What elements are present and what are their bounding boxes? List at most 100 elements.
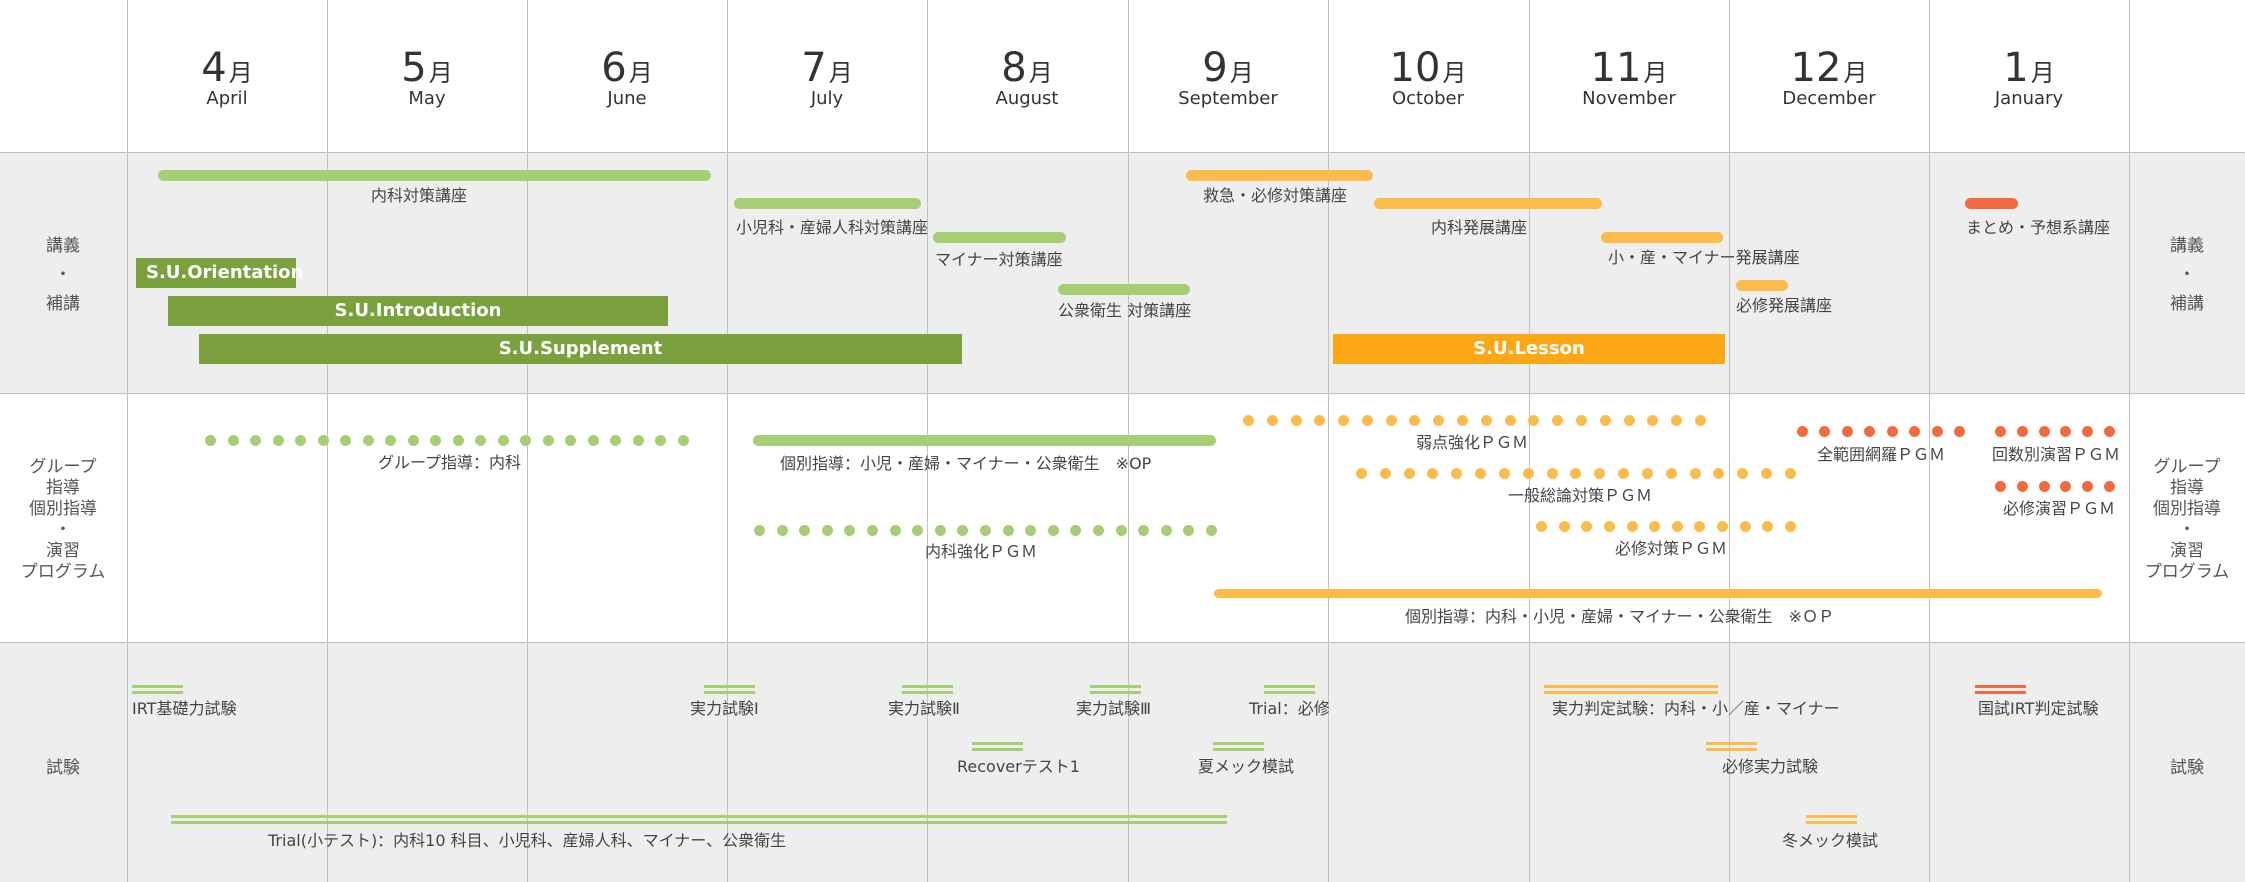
program-dot [1739, 521, 1751, 532]
program-dot [979, 525, 991, 536]
program-dot [1841, 426, 1853, 437]
month-english: October [1391, 88, 1465, 109]
mark-jitsuryoku-2 [902, 685, 953, 694]
program-dot [317, 435, 329, 446]
program-dot [1070, 525, 1082, 536]
program-dot [2038, 426, 2050, 437]
program-dot [1025, 525, 1037, 536]
bar-kyukyu [1186, 170, 1373, 181]
program-dot [340, 435, 352, 446]
program-dot [1546, 468, 1558, 479]
label-ippan-souron: 一般総論対策ＰＧＭ [1508, 486, 1653, 505]
month-september: 9月 September [1128, 48, 1328, 110]
row-label-line: 試験 [46, 758, 80, 778]
program-dot [1403, 468, 1415, 479]
program-dot [250, 435, 262, 446]
mark-natsu-mec [1213, 742, 1264, 751]
label-sho-san-minor: 小・産・マイナー発展講座 [1608, 248, 1800, 267]
program-dot [1115, 525, 1127, 536]
program-dot [272, 435, 284, 446]
label-jitsuryoku-1: 実力試験Ⅰ [690, 699, 759, 718]
month-october: 10月 October [1328, 48, 1528, 110]
program-dot [1243, 415, 1254, 426]
program-dot [1409, 415, 1421, 426]
program-dot [542, 435, 554, 446]
program-dot [889, 525, 901, 536]
program-dot [1092, 525, 1104, 536]
dots-naika-kyouka [754, 525, 1217, 536]
program-dot [565, 435, 577, 446]
month-english: December [1782, 88, 1876, 109]
label-shouni-sanfu: 小児科・産婦人科対策講座 [736, 218, 929, 237]
label-fuyu-mec: 冬メック模試 [1782, 831, 1879, 850]
program-dot [754, 525, 765, 536]
program-dot [677, 435, 689, 446]
label-natsu-mec: 夏メック模試 [1198, 757, 1295, 776]
program-dot [1599, 415, 1611, 426]
program-dot [587, 435, 599, 446]
program-dot [1665, 468, 1677, 479]
row-label-line: 指導 [2170, 478, 2204, 498]
box-su-supplement: S.U.Supplement [199, 334, 962, 364]
row-label-line: 演習 [2170, 541, 2204, 561]
label-naika-kyouka: 内科強化ＰＧＭ [925, 542, 1038, 561]
month-january: 1月 January [1929, 48, 2129, 110]
row-label-line: 講義 [2170, 236, 2204, 256]
program-dot [1694, 415, 1706, 426]
row-label-exam-right: 試験 [2129, 758, 2245, 779]
program-dot [1427, 468, 1439, 479]
program-dot [1356, 468, 1367, 479]
mark-hisshu-jitsuryoku [1706, 742, 1757, 751]
label-irt-kiso: IRT基礎力試験 [132, 699, 237, 718]
gridline [2129, 0, 2130, 882]
program-dot [407, 435, 419, 446]
row-label-line: 補講 [46, 294, 80, 314]
label-naika-taisaku: 内科対策講座 [371, 186, 468, 205]
program-dot [2060, 426, 2072, 437]
program-dot [1183, 525, 1195, 536]
month-april: 4月 April [127, 48, 327, 110]
program-dot [475, 435, 487, 446]
program-dot [1649, 521, 1661, 532]
box-su-orientation: S.U.Orientation [136, 258, 303, 288]
program-dot [2038, 481, 2050, 492]
label-jitsuryoku-2: 実力試験Ⅱ [888, 699, 960, 718]
row-label-line: 補講 [2170, 294, 2204, 314]
month-number: 11 [1590, 45, 1642, 91]
row-label-line: 演習 [46, 541, 80, 561]
program-dot [1457, 415, 1469, 426]
label-hantei: 実力判定試験：内科・小／産・マイナー [1552, 699, 1840, 718]
program-dot [2103, 481, 2115, 492]
month-english: August [995, 88, 1059, 109]
program-dot [632, 435, 644, 446]
mark-trial-small [171, 815, 1227, 824]
program-dot [1385, 415, 1397, 426]
program-dot [362, 435, 374, 446]
gridline [1328, 0, 1329, 882]
program-dot [1603, 521, 1615, 532]
program-dot [2082, 481, 2094, 492]
program-dot [1995, 481, 2006, 492]
month-number: 8 [1001, 45, 1027, 91]
program-dot [1361, 415, 1373, 426]
program-dot [1909, 426, 1921, 437]
program-dot [1717, 521, 1728, 532]
program-dot [934, 525, 946, 536]
label-koshu-eisei: 公衆衛生 対策講座 [1058, 301, 1192, 320]
label-trial-hisshu: Trial：必修 [1249, 699, 1330, 718]
program-dot [1737, 468, 1749, 479]
mark-jitsuryoku-1 [704, 685, 755, 694]
divider-lecture [0, 393, 2245, 394]
dots-zenhani [1797, 426, 1965, 437]
row-label-line: 個別指導 [2153, 499, 2221, 519]
program-dot [295, 435, 307, 446]
label-minor-taisaku: マイナー対策講座 [935, 250, 1063, 269]
row-label-line: プログラム [2144, 562, 2230, 582]
mark-recover [972, 742, 1023, 751]
program-dot [2082, 426, 2094, 437]
row-label-line: ・ [2178, 265, 2196, 285]
row-label-line: 試験 [2170, 758, 2204, 778]
program-dot [1784, 468, 1796, 479]
program-dot [1498, 468, 1510, 479]
program-dot [2060, 481, 2072, 492]
